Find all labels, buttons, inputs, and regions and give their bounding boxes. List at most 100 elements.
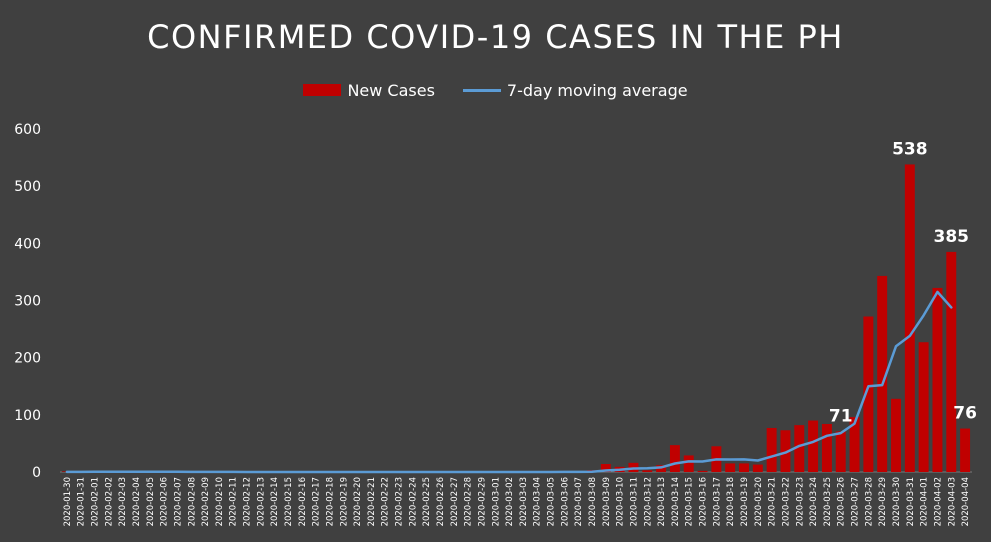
x-tick-label: 2020-02-02 [104, 477, 114, 526]
bar-new-cases [752, 464, 763, 472]
bar-new-cases [835, 431, 846, 472]
line-moving-average [65, 290, 953, 474]
bar-new-cases [794, 425, 805, 472]
x-tick-label: 2020-02-15 [284, 477, 294, 526]
y-tick-label: 600 [14, 122, 41, 138]
legend-label-moving-average: 7-day moving average [506, 80, 688, 100]
bar-new-cases [669, 445, 680, 472]
x-tick-label: 2020-02-28 [464, 477, 474, 526]
x-tick-label: 2020-03-06 [560, 477, 570, 526]
x-tick-label: 2020-02-21 [367, 477, 377, 526]
bar-new-cases [642, 470, 653, 472]
x-tick-label: 2020-02-03 [118, 477, 128, 526]
y-tick-label: 400 [14, 236, 41, 252]
x-tick-label: 2020-03-31 [906, 477, 916, 526]
chart-title: CONFIRMED COVID-19 CASES IN THE PH [147, 18, 844, 56]
x-tick-label: 2020-02-04 [132, 477, 142, 526]
bar-new-cases [683, 455, 694, 472]
x-tick-label: 2020-04-04 [961, 477, 971, 526]
x-tick-label: 2020-02-27 [450, 477, 460, 526]
legend-swatch-moving-average [462, 88, 501, 92]
x-tick-label: 2020-04-03 [947, 477, 957, 526]
legend-label-new-cases: New Cases [347, 80, 435, 100]
x-tick-label: 2020-03-25 [823, 477, 833, 526]
x-tick-label: 2020-02-17 [312, 477, 322, 526]
legend-item-moving-average: 7-day moving average [462, 80, 688, 100]
x-tick-label: 2020-02-09 [201, 477, 211, 526]
bar-new-cases [780, 430, 791, 472]
x-tick-label: 2020-03-12 [643, 477, 653, 526]
x-tick-label: 2020-02-05 [146, 477, 156, 526]
y-tick-label: 500 [14, 179, 41, 195]
x-tick-label: 2020-03-23 [795, 477, 805, 526]
x-tick-label: 2020-02-18 [325, 477, 335, 526]
x-tick-label: 2020-03-10 [616, 477, 626, 526]
y-tick-label: 200 [14, 351, 41, 367]
y-tick-label: 100 [14, 408, 41, 424]
x-tick-label: 2020-01-31 [77, 477, 87, 526]
x-tick-label: 2020-03-24 [809, 477, 819, 526]
x-tick-label: 2020-02-12 [243, 477, 253, 526]
x-tick-label: 2020-03-03 [519, 477, 529, 526]
bar-new-cases [891, 398, 901, 472]
x-tick-label: 2020-03-08 [588, 477, 598, 526]
bar-new-cases [821, 423, 832, 472]
bar-new-cases [808, 420, 819, 472]
bar-new-cases [877, 275, 888, 472]
y-tick-label: 0 [32, 465, 41, 481]
x-tick-label: 2020-04-01 [920, 477, 930, 526]
x-tick-label: 2020-03-11 [629, 477, 639, 526]
chart-legend: New Cases 7-day moving average [0, 79, 991, 101]
x-tick-label: 2020-02-11 [229, 477, 239, 526]
x-tick-label: 2020-02-19 [339, 477, 349, 526]
x-tick-label: 2020-03-16 [699, 477, 709, 526]
x-tick-label: 2020-03-07 [574, 477, 584, 526]
x-tick-label: 2020-03-26 [837, 477, 847, 526]
x-tick-label: 2020-03-17 [712, 477, 722, 526]
x-tick-label: 2020-02-26 [436, 477, 446, 526]
x-tick-label: 2020-02-22 [381, 477, 391, 526]
bar-new-cases [766, 427, 777, 472]
data-label: 385 [934, 227, 970, 247]
x-tick-label: 2020-03-27 [851, 477, 861, 526]
data-label: 71 [829, 406, 853, 426]
x-tick-label: 2020-03-14 [671, 477, 681, 526]
x-tick-label: 2020-03-09 [602, 477, 612, 526]
bar-new-cases [904, 164, 915, 472]
x-tick-label: 2020-03-18 [726, 477, 736, 526]
x-tick-label: 2020-02-23 [395, 477, 405, 526]
data-label: 76 [953, 404, 977, 424]
bar-new-cases [739, 463, 749, 472]
x-tick-label: 2020-02-20 [353, 477, 363, 526]
x-tick-label: 2020-02-14 [270, 477, 280, 526]
x-tick-label: 2020-03-22 [781, 477, 791, 526]
x-tick-label: 2020-03-28 [864, 477, 874, 526]
y-tick-label: 300 [14, 294, 41, 310]
x-tick-label: 2020-03-21 [768, 477, 778, 526]
bar-new-cases [863, 316, 874, 472]
x-tick-label: 2020-02-01 [91, 477, 101, 526]
x-tick-label: 2020-02-24 [408, 477, 418, 526]
x-tick-label: 2020-02-25 [422, 477, 432, 526]
bar-new-cases [960, 428, 971, 472]
bar-new-cases [918, 342, 929, 472]
x-tick-label: 2020-02-13 [256, 477, 266, 526]
x-tick-label: 2020-04-02 [933, 477, 943, 526]
x-tick-label: 2020-01-30 [63, 477, 73, 526]
x-tick-label: 2020-03-04 [533, 477, 543, 526]
x-tick-label: 2020-03-20 [754, 477, 764, 526]
x-tick-label: 2020-02-16 [298, 477, 308, 526]
x-tick-label: 2020-03-13 [657, 477, 667, 526]
x-tick-label: 2020-03-30 [892, 477, 902, 526]
bar-new-cases [932, 287, 943, 472]
bar-new-cases [697, 470, 708, 472]
x-tick-label: 2020-03-05 [547, 477, 557, 526]
legend-item-new-cases: New Cases [303, 80, 435, 100]
x-tick-label: 2020-02-07 [173, 477, 183, 526]
x-tick-label: 2020-02-08 [187, 477, 197, 526]
bar-new-cases [849, 417, 860, 472]
data-label: 538 [892, 139, 928, 159]
x-tick-label: 2020-02-29 [477, 477, 487, 526]
x-tick-label: 2020-03-02 [505, 477, 515, 526]
